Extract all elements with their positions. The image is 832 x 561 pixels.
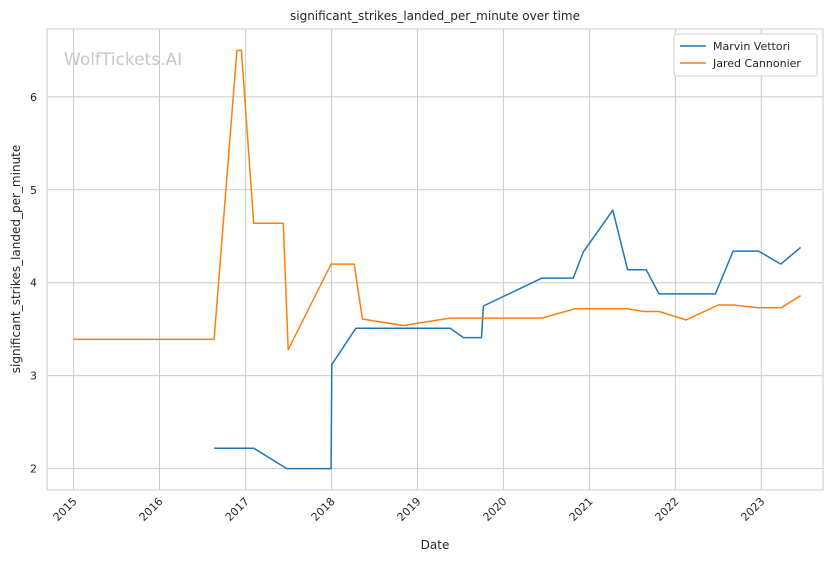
y-axis-label: significant_strikes_landed_per_minute [9, 145, 23, 374]
plot-background [46, 28, 824, 491]
grid [47, 29, 823, 490]
x-tick-label: 2017 [223, 495, 252, 524]
legend-box [673, 33, 818, 77]
y-tick-label: 3 [30, 370, 37, 383]
x-tick-label: 2021 [567, 495, 596, 524]
series-layer [73, 49, 802, 470]
series-line-jared-cannonier [73, 49, 801, 351]
y-tick-label: 5 [30, 184, 37, 197]
x-tick-label: 2016 [137, 495, 166, 524]
x-axis-label: Date [421, 538, 450, 552]
x-tick-label: 2015 [51, 495, 80, 524]
x-tick-label: 2018 [309, 495, 338, 524]
legend-label: Jared Cannonier [712, 57, 801, 70]
x-tick-label: 2019 [395, 495, 424, 524]
x-axis: 2015 2016 2017 2018 2019 2020 2021 2022 2023 [51, 495, 768, 524]
legend-label: Marvin Vettori [713, 40, 790, 53]
chart-title: significant_strikes_landed_per_minute ov… [290, 9, 580, 23]
series-line-marvin-vettori [214, 209, 802, 470]
y-axis: 2 3 4 5 6 [30, 91, 37, 476]
x-tick-label: 2022 [653, 495, 682, 524]
y-tick-label: 6 [30, 91, 37, 104]
y-tick-label: 4 [30, 277, 37, 290]
legend: Marvin Vettori Jared Cannonier [673, 33, 818, 77]
y-tick-label: 2 [30, 463, 37, 476]
x-tick-label: 2023 [738, 495, 767, 524]
x-tick-label: 2020 [481, 495, 510, 524]
watermark: WolfTickets.AI [64, 50, 182, 70]
